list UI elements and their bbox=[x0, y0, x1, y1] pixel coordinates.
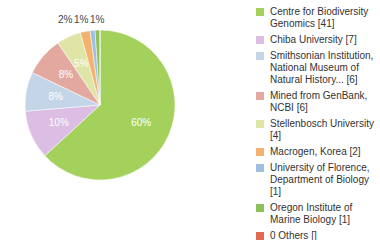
legend-swatch bbox=[256, 120, 264, 128]
legend: Centre for BiodiversityGenomics [41] Chib… bbox=[256, 6, 374, 240]
data-label: 8% bbox=[49, 91, 64, 102]
pie-slice bbox=[100, 30, 101, 105]
legend-label-line: 0 Others [] bbox=[270, 230, 317, 240]
chart: 60%10%8%8%5%2%1%1%Centre for Biodiversit… bbox=[0, 0, 380, 240]
legend-label-line: [1] bbox=[270, 186, 281, 197]
pie-slice bbox=[25, 105, 100, 156]
data-label: 1% bbox=[90, 14, 105, 25]
legend-label: Centre for BiodiversityGenomics [41] bbox=[270, 6, 368, 29]
legend-label-line: Macrogen, Korea [2] bbox=[270, 146, 361, 157]
legend-label: 0 Others [] bbox=[270, 230, 317, 240]
legend-swatch bbox=[256, 92, 264, 100]
legend-swatch bbox=[256, 36, 264, 44]
legend-label-line: Natural History... [6] bbox=[270, 74, 358, 85]
data-labels: 60%10%8%8%5%2%1%1% bbox=[49, 14, 152, 128]
data-label: 8% bbox=[59, 69, 74, 80]
legend-label-line: University of Florence, bbox=[270, 162, 369, 173]
legend-label: Mined from GenBank,NCBI [6] bbox=[270, 90, 367, 113]
legend-swatch bbox=[256, 148, 264, 156]
legend-label-line: Smithsonian Institution, bbox=[270, 50, 373, 61]
legend-label: University of Florence,Department of Bio… bbox=[270, 162, 369, 197]
legend-label: Macrogen, Korea [2] bbox=[270, 146, 361, 157]
legend-swatch bbox=[256, 204, 264, 212]
legend-swatch bbox=[256, 52, 264, 60]
legend-label: Oregon Institute ofMarine Biology [1] bbox=[270, 202, 352, 225]
legend-label-line: Department of Biology bbox=[270, 174, 369, 185]
legend-label-line: Oregon Institute of bbox=[270, 202, 352, 213]
data-label: 5% bbox=[74, 58, 89, 69]
legend-swatch bbox=[256, 8, 264, 16]
pie bbox=[25, 30, 175, 180]
pie-slice bbox=[95, 30, 100, 105]
data-label: 1% bbox=[74, 14, 89, 25]
legend-label-line: National Museum of bbox=[270, 62, 359, 73]
legend-label-line: NCBI [6] bbox=[270, 102, 308, 113]
legend-label-line: Mined from GenBank, bbox=[270, 90, 367, 101]
legend-swatch bbox=[256, 232, 264, 240]
legend-label: Chiba University [7] bbox=[270, 34, 357, 45]
legend-label-line: Centre for Biodiversity bbox=[270, 6, 368, 17]
data-label: 60% bbox=[131, 117, 151, 128]
legend-label-line: Genomics [41] bbox=[270, 18, 335, 29]
pie-slice bbox=[90, 30, 100, 105]
legend-label-line: Chiba University [7] bbox=[270, 34, 357, 45]
legend-label-line: Marine Biology [1] bbox=[270, 214, 350, 225]
legend-label-line: [4] bbox=[270, 130, 281, 141]
data-label: 2% bbox=[58, 14, 73, 25]
legend-label-line: Stellenbosch University bbox=[270, 118, 374, 129]
legend-label: Stellenbosch University[4] bbox=[270, 118, 374, 141]
legend-label: Smithsonian Institution,National Museum … bbox=[270, 50, 373, 85]
legend-swatch bbox=[256, 164, 264, 172]
data-label: 10% bbox=[49, 117, 69, 128]
